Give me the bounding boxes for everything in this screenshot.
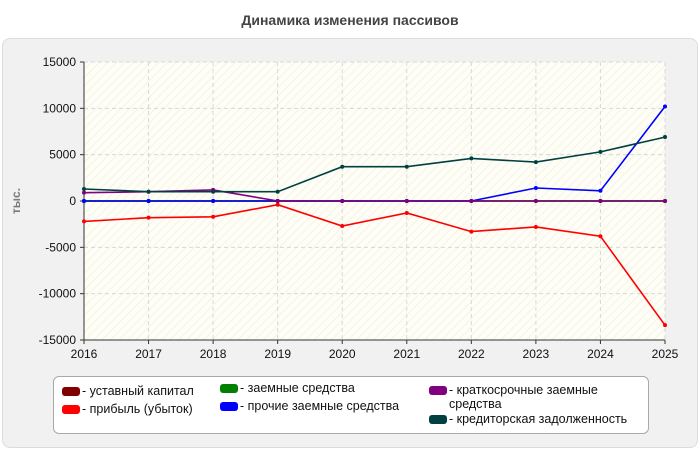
data-point: [663, 323, 667, 328]
x-tick-label: 2024: [587, 347, 614, 361]
data-point: [275, 202, 280, 207]
y-tick-label: -5000: [45, 240, 76, 254]
x-tick-label: 2017: [135, 347, 162, 361]
data-point: [404, 211, 409, 216]
data-point: [663, 199, 667, 203]
series-line: [83, 189, 665, 202]
data-point: [340, 224, 345, 229]
data-point: [533, 199, 538, 203]
x-tick-label: 2023: [523, 347, 550, 361]
legend-item-profit-loss: - прибыль (убыток): [62, 402, 193, 416]
legend-item-short-term-borrowed-funds: - краткосрочные заемные средства: [429, 383, 624, 411]
data-point: [275, 199, 280, 203]
data-point: [598, 234, 603, 239]
data-point: [275, 189, 280, 194]
data-point: [404, 164, 409, 169]
legend-swatch: [429, 415, 447, 424]
x-tick-label: 2019: [264, 347, 291, 361]
x-tick-label: 2025: [652, 347, 679, 361]
data-point: [82, 186, 86, 191]
data-point: [82, 199, 86, 203]
legend-item-charter-capital: - уставный капитал: [62, 384, 194, 398]
data-point: [82, 219, 86, 224]
data-point: [146, 199, 151, 203]
data-point: [340, 199, 345, 203]
data-point: [340, 164, 345, 169]
legend-swatch: [62, 405, 80, 414]
data-point: [146, 215, 151, 220]
chart-title: Динамика изменения пассивов: [241, 12, 459, 28]
legend: - уставный капитал - прибыль (убыток) - …: [53, 376, 649, 434]
legend-item-borrowed-funds: - заемные средства: [220, 381, 355, 395]
y-tick-label: -15000: [39, 333, 77, 347]
data-point: [146, 189, 151, 194]
data-point: [404, 199, 409, 203]
y-tick-label: 10000: [43, 101, 77, 115]
y-tick-label: 15000: [43, 55, 77, 69]
x-tick-label: 2018: [200, 347, 227, 361]
y-tick-label: 5000: [49, 148, 76, 162]
data-point: [598, 149, 603, 154]
legend-swatch: [62, 387, 80, 396]
data-point: [211, 189, 216, 194]
data-point: [598, 199, 603, 203]
legend-item-accounts-payable: - кредиторская задолженность: [429, 412, 627, 426]
x-tick-label: 2016: [71, 347, 98, 361]
data-point: [663, 104, 667, 109]
legend-swatch: [220, 402, 238, 411]
data-point: [211, 199, 216, 203]
data-point: [469, 199, 474, 203]
data-point: [469, 229, 474, 234]
legend-item-other-borrowed-funds: - прочие заемные средства: [220, 399, 399, 413]
series-line: [83, 203, 666, 326]
data-point: [663, 135, 667, 140]
x-tick-label: 2020: [329, 347, 356, 361]
data-point: [533, 224, 538, 229]
x-tick-label: 2021: [393, 347, 420, 361]
data-point: [82, 190, 86, 195]
legend-swatch: [220, 384, 238, 393]
x-tick-label: 2022: [458, 347, 485, 361]
data-point: [598, 188, 603, 193]
y-axis-label: тыс.: [9, 188, 23, 214]
legend-swatch: [429, 386, 447, 395]
data-point: [469, 156, 474, 161]
y-tick-label: 0: [69, 194, 76, 208]
y-tick-label: -10000: [39, 287, 77, 301]
data-point: [211, 214, 216, 219]
series-line: [83, 136, 666, 193]
data-point: [533, 186, 538, 191]
data-point: [533, 160, 538, 165]
